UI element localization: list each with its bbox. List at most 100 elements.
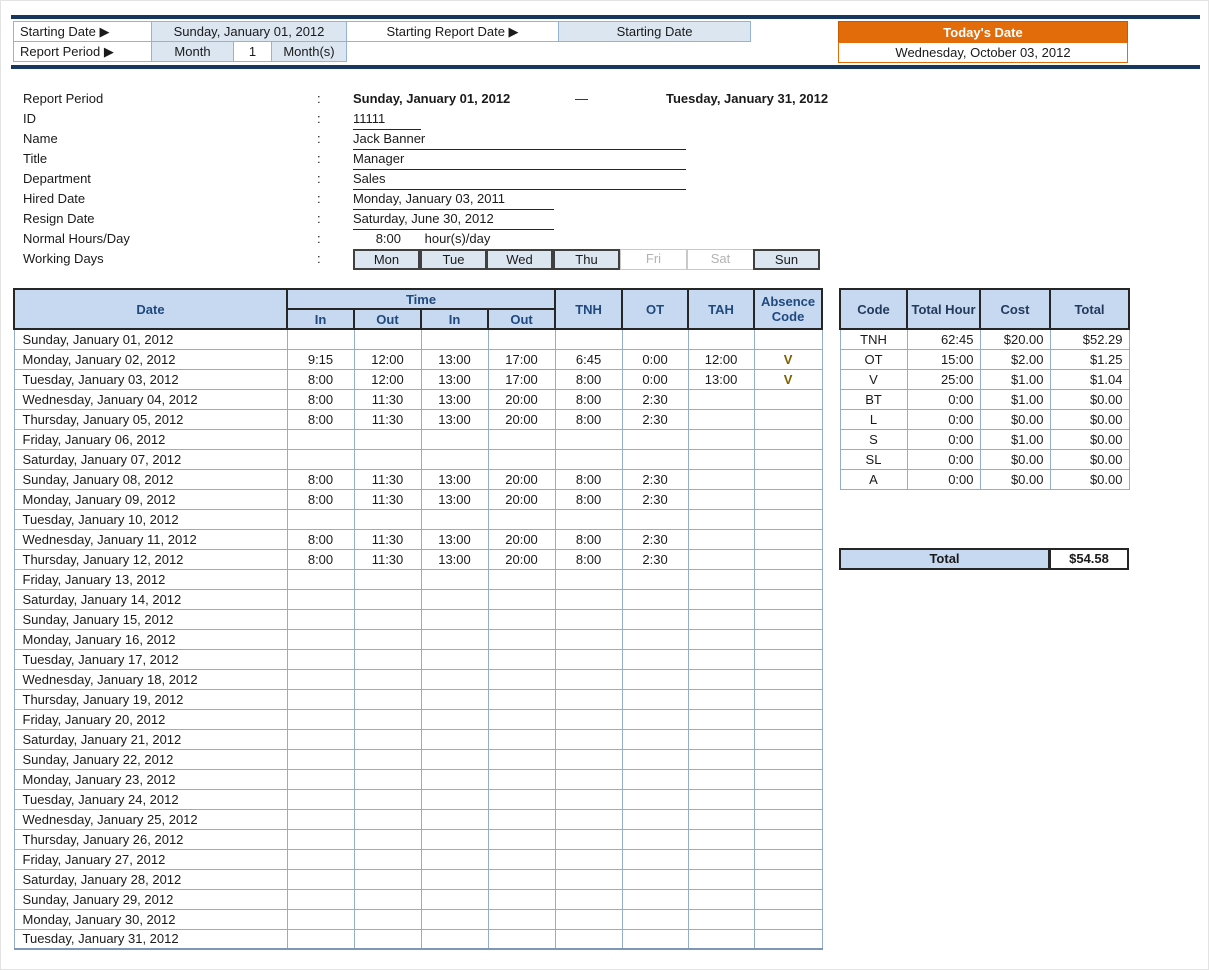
absence-code-cell[interactable]: V (753, 348, 823, 370)
cost-cell[interactable]: $0.00 (979, 468, 1051, 490)
tah-cell[interactable]: 13:00 (687, 368, 755, 390)
ot-cell[interactable]: 0:00 (621, 348, 689, 370)
time-in1-cell[interactable] (286, 788, 355, 810)
date-cell[interactable]: Friday, January 27, 2012 (13, 848, 288, 870)
time-out1-cell[interactable]: 11:30 (353, 388, 422, 410)
tnh-cell[interactable] (554, 428, 623, 450)
ot-cell[interactable] (621, 328, 689, 350)
time-out2-cell[interactable] (487, 628, 556, 650)
time-in1-cell[interactable]: 8:00 (286, 468, 355, 490)
date-cell[interactable]: Tuesday, January 03, 2012 (13, 368, 288, 390)
tnh-cell[interactable] (554, 648, 623, 670)
ot-cell[interactable] (621, 868, 689, 890)
time-in1-cell[interactable] (286, 748, 355, 770)
total-cell[interactable]: $0.00 (1049, 428, 1130, 450)
tah-cell[interactable] (687, 868, 755, 890)
ot-cell[interactable]: 0:00 (621, 368, 689, 390)
cost-cell[interactable]: $2.00 (979, 348, 1051, 370)
total-hour-cell[interactable]: 62:45 (906, 328, 981, 350)
date-cell[interactable]: Friday, January 13, 2012 (13, 568, 288, 590)
date-cell[interactable]: Monday, January 30, 2012 (13, 908, 288, 930)
time-in2-cell[interactable] (420, 808, 489, 830)
time-in2-cell[interactable]: 13:00 (420, 548, 489, 570)
date-cell[interactable]: Sunday, January 01, 2012 (13, 328, 288, 350)
absence-code-cell[interactable] (753, 428, 823, 450)
tnh-cell[interactable] (554, 688, 623, 710)
code-cell[interactable]: A (839, 468, 908, 490)
total-hour-cell[interactable]: 0:00 (906, 428, 981, 450)
time-in1-cell[interactable]: 8:00 (286, 408, 355, 430)
total-hour-cell[interactable]: 0:00 (906, 468, 981, 490)
time-out1-cell[interactable] (353, 428, 422, 450)
code-cell[interactable]: BT (839, 388, 908, 410)
absence-code-cell[interactable] (753, 788, 823, 810)
tah-cell[interactable] (687, 648, 755, 670)
time-in1-cell[interactable] (286, 688, 355, 710)
date-cell[interactable]: Tuesday, January 10, 2012 (13, 508, 288, 530)
time-in2-cell[interactable] (420, 688, 489, 710)
time-out2-cell[interactable] (487, 888, 556, 910)
total-hour-cell[interactable]: 0:00 (906, 408, 981, 430)
tah-cell[interactable] (687, 388, 755, 410)
date-cell[interactable]: Monday, January 02, 2012 (13, 348, 288, 370)
report-period-to[interactable]: Tuesday, January 31, 2012 (666, 91, 829, 106)
total-cell[interactable]: $0.00 (1049, 468, 1130, 490)
time-in2-cell[interactable] (420, 428, 489, 450)
date-cell[interactable]: Thursday, January 12, 2012 (13, 548, 288, 570)
ot-cell[interactable] (621, 708, 689, 730)
ot-cell[interactable]: 2:30 (621, 548, 689, 570)
time-in1-cell[interactable] (286, 928, 355, 950)
time-out1-cell[interactable] (353, 908, 422, 930)
tnh-cell[interactable] (554, 668, 623, 690)
total-cell[interactable]: $0.00 (1049, 388, 1130, 410)
cost-cell[interactable]: $20.00 (979, 328, 1051, 350)
time-out2-cell[interactable] (487, 508, 556, 530)
tah-cell[interactable] (687, 448, 755, 470)
absence-code-cell[interactable] (753, 888, 823, 910)
tah-cell[interactable] (687, 888, 755, 910)
date-cell[interactable]: Thursday, January 26, 2012 (13, 828, 288, 850)
absence-code-cell[interactable] (753, 388, 823, 410)
tah-cell[interactable] (687, 608, 755, 630)
tnh-cell[interactable] (554, 908, 623, 930)
absence-code-cell[interactable] (753, 448, 823, 470)
time-in2-cell[interactable] (420, 888, 489, 910)
tnh-cell[interactable]: 8:00 (554, 548, 623, 570)
tah-cell[interactable] (687, 688, 755, 710)
time-in2-cell[interactable] (420, 568, 489, 590)
working-day-toggle-sun[interactable]: Sun (753, 249, 820, 270)
tnh-cell[interactable]: 8:00 (554, 408, 623, 430)
time-out1-cell[interactable] (353, 708, 422, 730)
total-cell[interactable]: $0.00 (1049, 408, 1130, 430)
code-cell[interactable]: S (839, 428, 908, 450)
report-period-from[interactable]: Sunday, January 01, 2012 (353, 91, 511, 106)
time-out1-cell[interactable] (353, 448, 422, 470)
tnh-cell[interactable]: 8:00 (554, 368, 623, 390)
absence-code-cell[interactable] (753, 668, 823, 690)
ot-cell[interactable] (621, 728, 689, 750)
id-field-value[interactable]: 11111 (353, 109, 421, 130)
time-out1-cell[interactable] (353, 848, 422, 870)
absence-code-cell[interactable] (753, 648, 823, 670)
tah-cell[interactable] (687, 808, 755, 830)
tnh-cell[interactable] (554, 708, 623, 730)
date-cell[interactable]: Wednesday, January 04, 2012 (13, 388, 288, 410)
tnh-cell[interactable] (554, 508, 623, 530)
code-cell[interactable]: SL (839, 448, 908, 470)
tah-cell[interactable] (687, 908, 755, 930)
time-out2-cell[interactable] (487, 828, 556, 850)
working-day-toggle-tue[interactable]: Tue (420, 249, 487, 270)
tnh-cell[interactable] (554, 848, 623, 870)
working-day-toggle-mon[interactable]: Mon (353, 249, 420, 270)
ot-cell[interactable] (621, 568, 689, 590)
time-in1-cell[interactable] (286, 328, 355, 350)
time-out2-cell[interactable] (487, 328, 556, 350)
time-out2-cell[interactable] (487, 848, 556, 870)
time-out2-cell[interactable] (487, 928, 556, 950)
department-field-value[interactable]: Sales (353, 169, 686, 190)
time-in1-cell[interactable] (286, 808, 355, 830)
absence-code-cell[interactable] (753, 828, 823, 850)
tah-cell[interactable] (687, 428, 755, 450)
absence-code-cell[interactable] (753, 768, 823, 790)
ot-cell[interactable]: 2:30 (621, 468, 689, 490)
